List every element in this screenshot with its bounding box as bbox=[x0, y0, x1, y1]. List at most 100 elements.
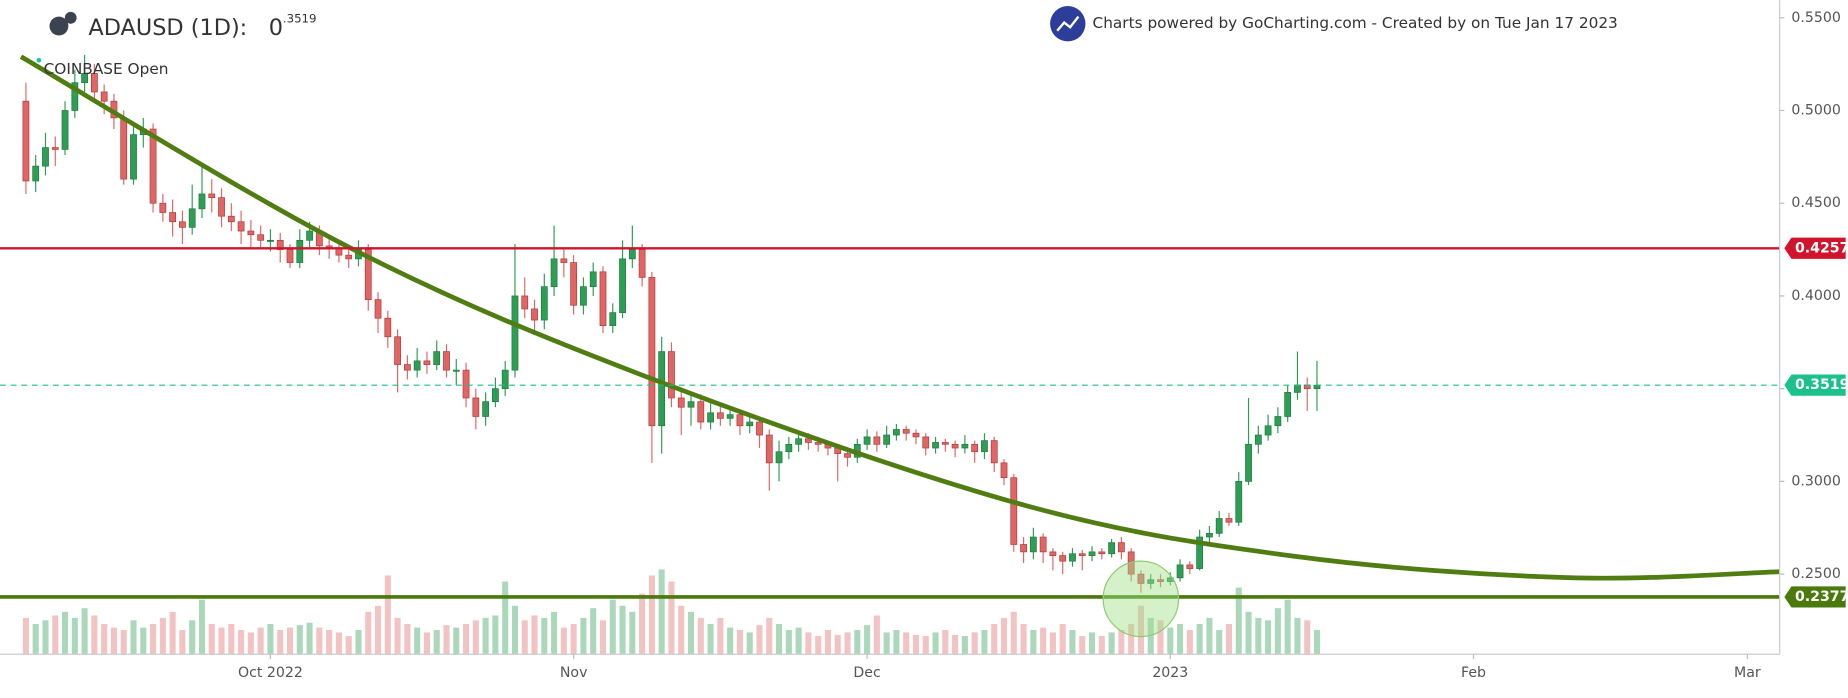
volume-bar bbox=[903, 632, 910, 655]
volume-bar bbox=[1177, 623, 1184, 655]
volume-bar bbox=[599, 620, 607, 655]
volume-bar bbox=[873, 615, 880, 655]
volume-bar bbox=[590, 608, 597, 655]
y-tick-label: 0.5500 bbox=[1791, 10, 1840, 26]
candle-body bbox=[716, 412, 724, 419]
volume-bar bbox=[785, 630, 792, 655]
volume-bar bbox=[394, 617, 401, 655]
candle-body bbox=[257, 234, 265, 241]
volume-bar bbox=[286, 627, 294, 655]
volume-bar bbox=[1245, 611, 1252, 655]
volume-bar bbox=[71, 617, 78, 655]
candle-body bbox=[609, 312, 617, 326]
volume-bar bbox=[1225, 623, 1233, 655]
logo-circle bbox=[49, 16, 69, 36]
volume-bar bbox=[306, 622, 313, 655]
candle-body bbox=[296, 239, 304, 263]
volume-bar bbox=[62, 611, 69, 655]
candle-body bbox=[452, 369, 460, 372]
candle-body bbox=[981, 440, 988, 453]
volume-bar bbox=[32, 623, 39, 655]
candle-body bbox=[941, 442, 949, 445]
volume-bar bbox=[198, 599, 206, 655]
volume-bar bbox=[130, 620, 137, 655]
volume-bar bbox=[531, 615, 538, 655]
volume-bar bbox=[1206, 617, 1213, 655]
candle-body bbox=[746, 421, 754, 427]
candle-body bbox=[443, 351, 450, 371]
volume-bar bbox=[1235, 587, 1242, 655]
candle-body bbox=[247, 230, 255, 236]
volume-bar bbox=[511, 605, 518, 655]
candle-body bbox=[580, 286, 587, 306]
y-tick-label: 0.3000 bbox=[1791, 473, 1840, 489]
price-label-box bbox=[1784, 237, 1846, 259]
candle-body bbox=[1235, 481, 1243, 523]
candle-body bbox=[668, 351, 675, 399]
candle-body bbox=[570, 262, 578, 306]
candle-body bbox=[1088, 551, 1096, 556]
candle-body bbox=[120, 117, 128, 180]
volume-bar bbox=[345, 636, 352, 655]
candle-body bbox=[589, 271, 597, 288]
candle-body bbox=[433, 351, 441, 365]
candle-body bbox=[560, 258, 568, 263]
credit-text: Charts powered by GoCharting.com - Creat… bbox=[1093, 14, 1618, 32]
volume-bar bbox=[687, 611, 695, 655]
volume-bar bbox=[551, 611, 558, 655]
volume-bar bbox=[629, 611, 636, 655]
candle-body bbox=[961, 443, 969, 449]
volume-bar bbox=[834, 634, 841, 655]
exchange-status: COINBASE Open bbox=[44, 60, 169, 78]
volume-bar bbox=[1059, 623, 1066, 655]
volume-bar bbox=[678, 605, 685, 655]
volume-bar bbox=[912, 634, 920, 655]
volume-bar bbox=[1040, 627, 1047, 655]
volume-bar bbox=[736, 630, 743, 655]
volume-bar bbox=[91, 615, 98, 655]
logo bbox=[49, 11, 77, 36]
candle-body bbox=[658, 351, 666, 427]
candle-body bbox=[267, 239, 274, 242]
candle-body bbox=[306, 230, 313, 241]
volume-bar bbox=[1118, 630, 1125, 655]
volume-bar bbox=[893, 630, 900, 655]
candle-body bbox=[795, 438, 802, 445]
price-label: 0.4257 bbox=[1795, 240, 1848, 256]
candle-body bbox=[179, 221, 186, 228]
candle-body bbox=[81, 73, 88, 84]
volume-bar bbox=[179, 630, 186, 655]
logo-circle bbox=[64, 11, 77, 24]
plot-area bbox=[0, 54, 1780, 655]
y-tick-label: 0.4500 bbox=[1791, 195, 1840, 211]
candle-body bbox=[902, 429, 910, 434]
volume-bar bbox=[492, 615, 499, 655]
x-tick-label: Feb bbox=[1461, 665, 1486, 681]
candle-body bbox=[1039, 536, 1047, 553]
volume-bar bbox=[384, 575, 391, 655]
candle-body bbox=[1078, 553, 1086, 556]
candle-body bbox=[1206, 532, 1213, 538]
candle-body bbox=[159, 202, 167, 213]
candle-body bbox=[198, 193, 206, 210]
volume-bar bbox=[375, 605, 382, 655]
volume-bar bbox=[883, 632, 890, 655]
candle-body bbox=[785, 443, 793, 453]
candle-body bbox=[1176, 564, 1184, 579]
candle-body bbox=[51, 147, 59, 150]
volume-bar bbox=[815, 636, 822, 655]
volume-bar bbox=[120, 630, 127, 655]
candle-body bbox=[501, 369, 509, 390]
x-tick-label: Nov bbox=[560, 665, 588, 681]
volume-bar bbox=[257, 627, 264, 655]
volume-bar bbox=[316, 627, 323, 655]
volume-bar bbox=[42, 620, 49, 655]
candle-body bbox=[638, 249, 646, 278]
volume-bar bbox=[101, 623, 108, 655]
highlight-circle bbox=[1102, 560, 1180, 638]
candle-body bbox=[91, 73, 98, 93]
candle-body bbox=[844, 453, 851, 458]
volume-bar bbox=[756, 625, 763, 655]
volume-bar bbox=[844, 632, 851, 655]
